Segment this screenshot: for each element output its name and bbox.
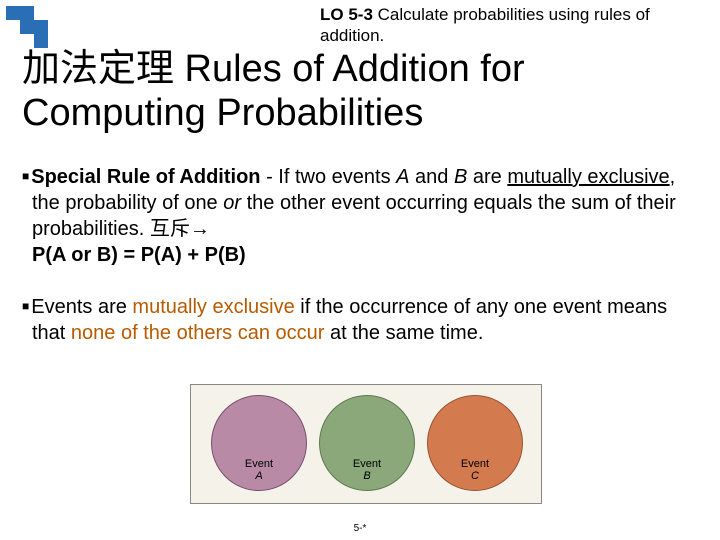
underlined-term: mutually exclusive (507, 166, 669, 188)
venn-circle: EventC (427, 395, 523, 491)
logo-block (6, 6, 20, 20)
bullet-marker: ■ (22, 299, 29, 313)
venn-circle: EventA (211, 395, 307, 491)
venn-diagram: EventA EventB EventC (190, 384, 542, 504)
page-number: 5-* (0, 523, 720, 534)
learning-objective-header: LO 5-3 Calculate probabilities using rul… (320, 4, 712, 47)
venn-circle-label: EventB (320, 458, 414, 482)
venn-circle: EventB (319, 395, 415, 491)
highlight-term-1: mutually exclusive (132, 296, 294, 318)
bullet-marker: ■ (22, 169, 29, 183)
venn-circle-label: EventA (212, 458, 306, 482)
logo-block (34, 34, 48, 48)
formula: P(A or B) = P(A) + P(B) (32, 244, 246, 266)
venn-circle-label: EventC (428, 458, 522, 482)
bullet-special-rule: ■Special Rule of Addition - If two event… (22, 164, 700, 268)
highlight-term-2: none of the others can occur (71, 322, 330, 344)
rule-name: Special Rule of Addition (31, 166, 260, 188)
page-title: 加法定理 Rules of Addition for Computing Pro… (22, 48, 700, 135)
logo-block (20, 6, 34, 20)
logo-block (20, 20, 34, 34)
bullet-mutually-exclusive: ■Events are mutually exclusive if the oc… (22, 294, 700, 346)
lo-code: LO 5-3 (320, 5, 373, 24)
logo-block (34, 20, 48, 34)
